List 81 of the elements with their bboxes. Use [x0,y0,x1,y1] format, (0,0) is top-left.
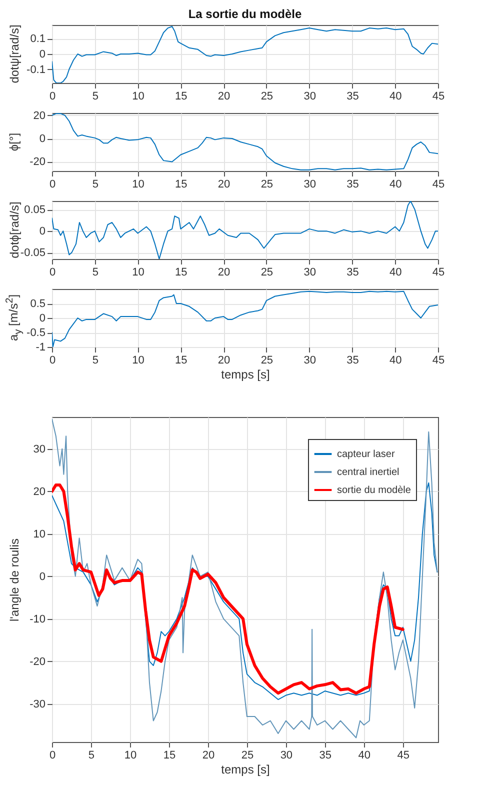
x-tick-label: 35 [346,354,359,366]
x-tick-label: 30 [304,178,316,190]
legend-label: sortie du modèle [337,485,412,496]
x-tick-label: 25 [241,750,254,762]
x-tick-label: 5 [88,750,95,762]
y-tick-label: 0 [39,570,46,583]
x-tick-label: 10 [132,178,144,190]
x-tick-label: 10 [124,750,137,762]
x-tick-label: 0 [49,266,56,278]
chart-title: La sortie du modèle [188,7,302,21]
x-tick-label: 40 [389,354,402,366]
x-tick-label: 40 [389,178,402,190]
x-tick-label: 35 [319,750,332,762]
y-tick-label: 0.05 [24,204,46,216]
legend-label: capteur laser [337,449,396,460]
x-tick-label: 5 [92,90,98,102]
y-tick-label: -1 [36,342,46,354]
x-tick-label: 15 [175,178,188,190]
x-tick-label: 10 [132,90,144,102]
x-tick-label: 45 [432,354,445,366]
y-tick-label: -30 [30,698,46,710]
y-tick-label: 0 [39,312,46,324]
x-axis-title: temps [s] [221,368,270,382]
x-tick-label: 30 [304,354,316,366]
x-axis-title: temps [s] [221,762,270,776]
x-tick-label: 0 [49,750,56,762]
x-tick-label: 10 [132,266,144,278]
x-tick-label: 25 [260,266,274,278]
y-tick-label: 0.1 [30,33,46,46]
x-tick-label: 35 [346,90,359,102]
x-tick-label: 45 [432,266,445,278]
y-tick-label: -0.5 [26,327,46,339]
y-tick-label: -0.05 [20,247,46,260]
x-tick-label: 0 [49,90,56,102]
x-tick-label: 15 [175,266,188,278]
x-tick-label: 5 [92,354,98,366]
line-series [52,418,438,738]
x-tick-label: 15 [175,354,188,366]
x-tick-label: 45 [432,178,445,190]
x-tick-label: 30 [280,750,293,762]
x-tick-label: 20 [218,90,230,102]
x-tick-label: 20 [218,178,230,190]
x-tick-label: 0 [49,354,56,366]
x-tick-label: 30 [304,90,316,102]
x-tick-label: 25 [260,178,274,190]
y-tick-label: 0 [39,226,46,238]
x-tick-label: 0 [49,178,56,190]
y-tick-label: 20 [33,110,46,122]
x-tick-label: 40 [358,750,371,762]
x-tick-label: 5 [92,266,98,278]
y-axis-title: l'angle de roulis [7,538,22,622]
x-tick-label: 20 [202,750,215,762]
x-tick-label: 20 [218,266,230,278]
x-tick-label: 35 [346,266,359,278]
y-tick-label: -10 [30,613,46,626]
x-tick-label: 25 [260,90,274,102]
y-tick-label: 0 [39,133,46,146]
y-tick-label: -20 [30,156,46,168]
y-tick-label: 10 [33,528,46,540]
y-axis-title: dotψ[rad/s] [7,24,21,84]
x-tick-label: 40 [389,266,402,278]
x-tick-label: 45 [432,90,445,102]
y-axis-title: dotϕ[rad/s] [7,202,21,258]
x-tick-label: 10 [132,354,144,366]
y-tick-label: 20 [33,486,46,498]
x-tick-label: 45 [397,750,410,762]
y-tick-label: 30 [33,443,46,456]
y-tick-label: -20 [30,656,46,668]
x-tick-label: 15 [163,750,176,762]
x-tick-label: 5 [92,178,98,190]
y-tick-label: 0 [39,48,46,60]
x-tick-label: 20 [218,354,230,366]
y-axis-title: ϕ[°] [7,132,21,152]
x-tick-label: 35 [346,178,359,190]
y-tick-label: -0.1 [26,64,46,76]
y-tick-label: 0.5 [30,298,46,310]
x-tick-label: 15 [175,90,188,102]
legend-label: central inertiel [337,467,400,478]
x-tick-label: 25 [260,354,274,366]
x-tick-label: 30 [304,266,316,278]
x-tick-label: 40 [389,90,402,102]
